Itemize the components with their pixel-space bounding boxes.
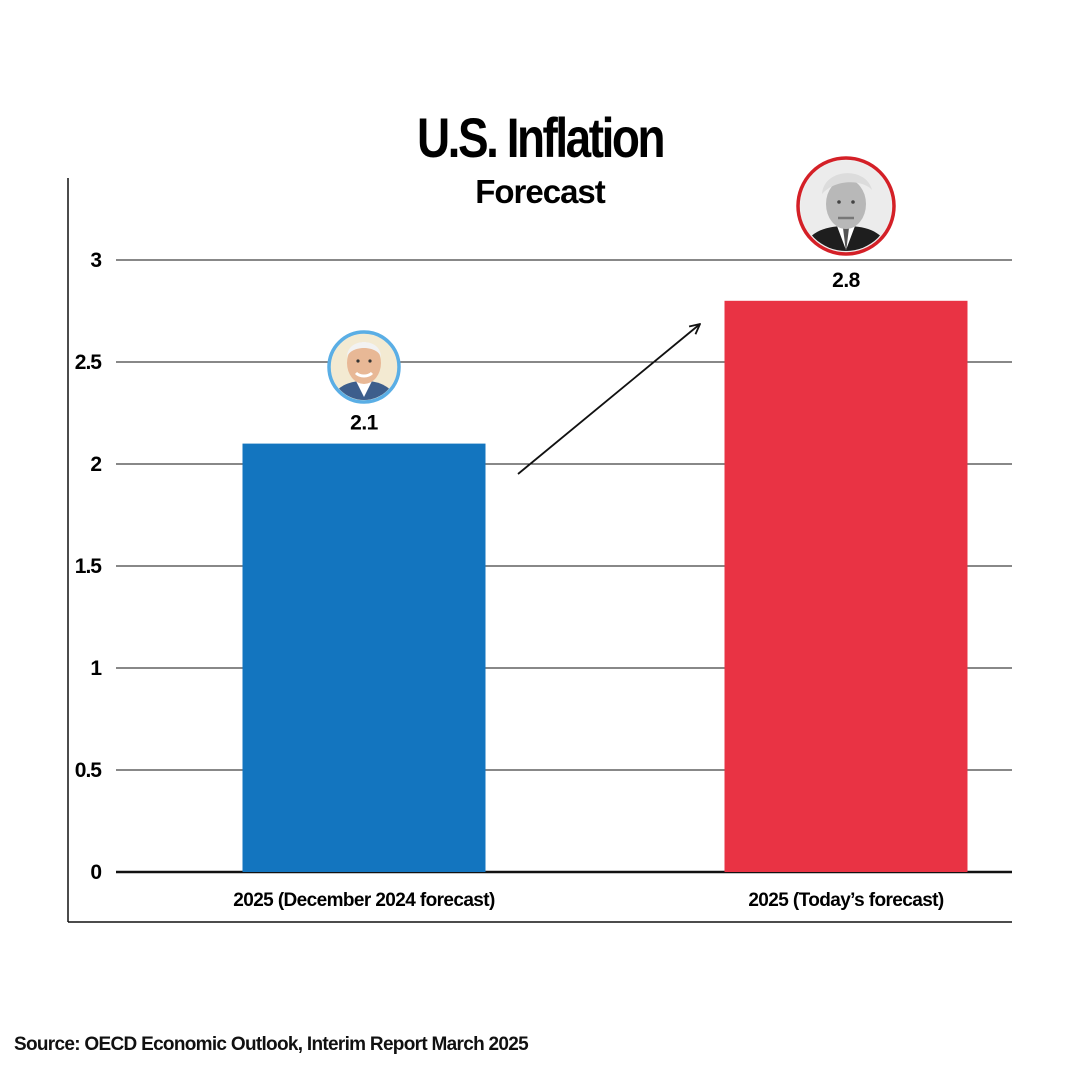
portrait-right-icon xyxy=(796,156,896,256)
value-labels: 2.1 2.8 xyxy=(350,269,861,435)
bars xyxy=(242,300,968,872)
y-tick-label: 1.5 xyxy=(75,555,103,578)
bar xyxy=(242,443,486,872)
portrait-left-icon xyxy=(327,330,401,404)
chart-frame xyxy=(67,178,1012,923)
category-labels: 2025 (December 2024 forecast) 2025 (Today… xyxy=(233,890,944,911)
y-tick-label: 2 xyxy=(90,453,101,476)
chart-subtitle: Forecast xyxy=(475,173,606,210)
category-label: 2025 (December 2024 forecast) xyxy=(233,890,495,911)
category-label: 2025 (Today’s forecast) xyxy=(748,890,944,911)
y-tick-label: 0 xyxy=(90,861,101,884)
value-label: 2.1 xyxy=(350,412,379,435)
y-tick-label: 0.5 xyxy=(75,759,103,782)
y-tick-label: 2.5 xyxy=(75,351,103,374)
y-tick-label: 3 xyxy=(90,249,101,272)
value-label: 2.8 xyxy=(832,269,861,292)
bar xyxy=(724,300,968,872)
y-tick-label: 1 xyxy=(90,657,102,680)
trend-arrow xyxy=(517,324,700,475)
source-note: Source: OECD Economic Outlook, Interim R… xyxy=(14,1034,529,1055)
chart-title: U.S. Inflation xyxy=(417,107,663,169)
y-axis-ticks: 0 0.5 1 1.5 2 2.5 3 xyxy=(75,249,104,884)
